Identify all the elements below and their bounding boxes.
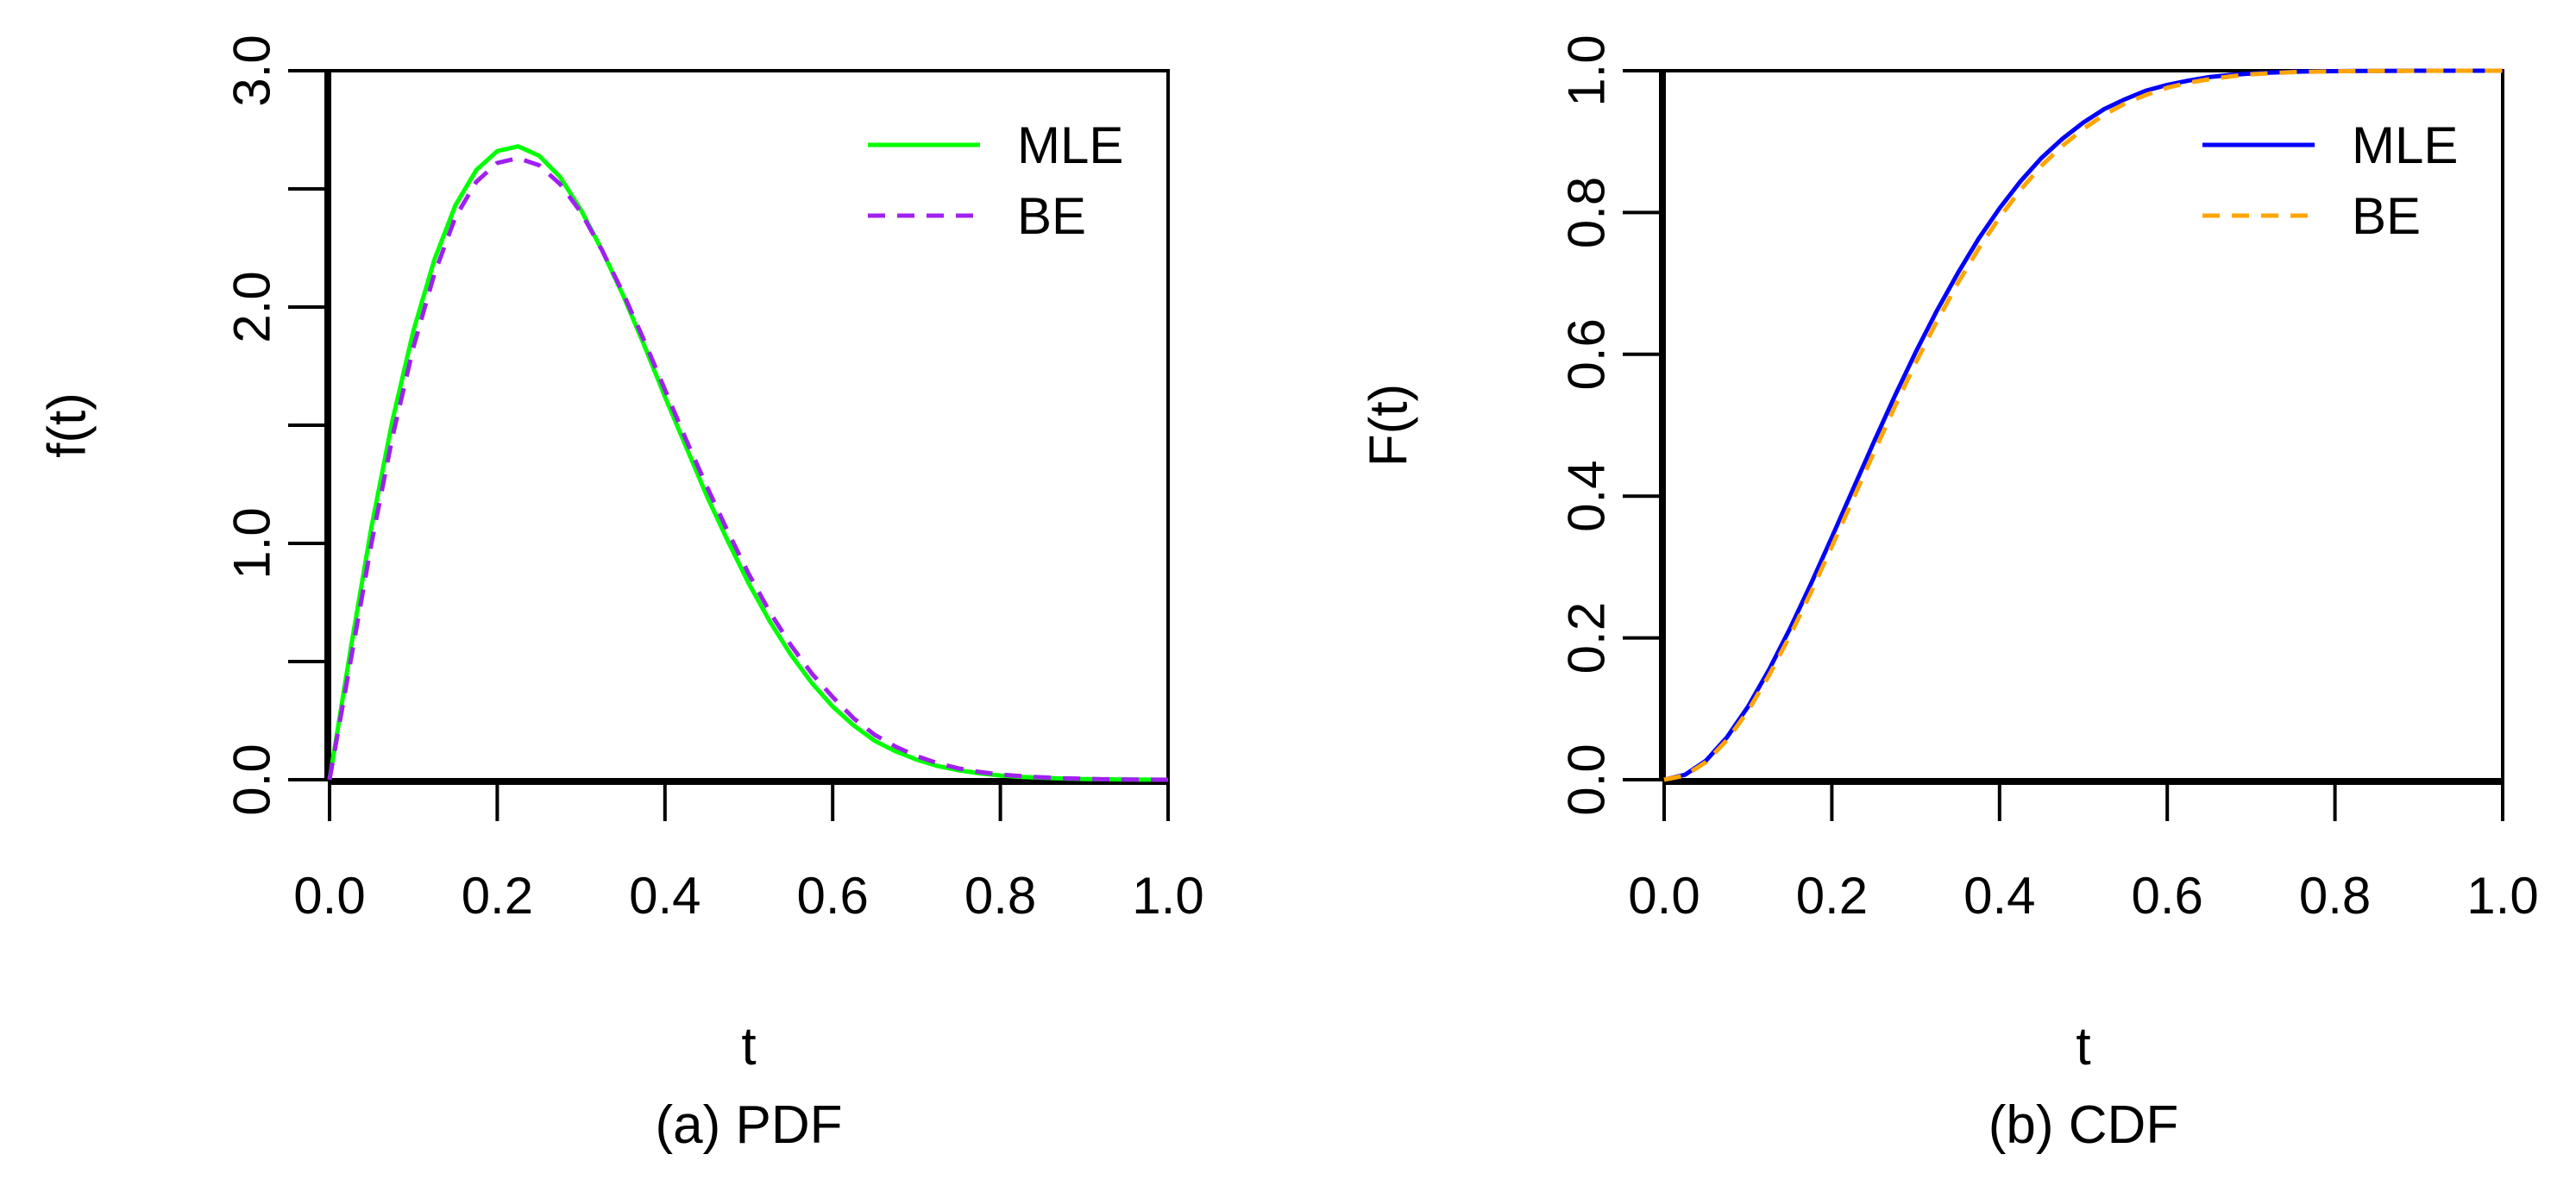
x-tick-label: 1.0 [1132,867,1203,925]
y-axis-label: F(t) [1360,384,1419,467]
series-line-mle [327,144,1169,782]
series-line-be [327,155,1169,782]
plot-frame [1662,69,2504,781]
x-tick-label: 0.4 [629,867,701,925]
x-tick-label: 0.4 [1963,867,2035,925]
y-tick-label: 1.0 [223,507,281,579]
x-tick-label: 0.8 [964,867,1036,925]
series-line-mle [1663,68,2503,782]
legend-label-be: BE [2352,187,2421,245]
chart-caption: (a) PDF [656,1095,843,1155]
x-tick-label: 0.6 [2131,867,2202,925]
legend-label-mle: MLE [1017,116,1123,174]
y-tick-label: 0.8 [1558,177,1616,248]
x-axis-label: t [2076,1017,2090,1076]
y-tick-label: 1.0 [1558,35,1616,106]
legend-label-mle: MLE [2352,116,2458,174]
y-tick-label: 3.0 [223,35,281,106]
x-tick-label: 0.8 [2299,867,2371,925]
x-tick-label: 0.0 [1628,867,1700,925]
chart-cdf: 0.0 0.2 0.4 0.6 0.8 1.0 0.0 0.2 0.4 0.6 0.8 1.0 t F(t… [1360,35,2539,1155]
x-tick-label: 1.0 [2466,867,2538,925]
y-tick-label: 0.0 [1558,743,1616,815]
y-axis-label: f(t) [38,392,97,458]
y-tick-label: 0.6 [1558,318,1616,390]
y-tick-label: 0.0 [223,743,281,815]
x-tick-label: 0.2 [1796,867,1868,925]
legend-label-be: BE [1017,187,1086,245]
x-axis-label: t [741,1017,756,1076]
x-tick-label: 0.2 [462,867,533,925]
y-tick-label: 0.4 [1558,460,1616,531]
chart-pdf: 0.0 0.2 0.4 0.6 0.8 1.0 0.0 1.0 2.0 3.0 t f(t) (a) P… [38,35,1204,1155]
y-tick-label: 2.0 [223,271,281,342]
y-tick-label: 0.2 [1558,602,1616,674]
x-tick-label: 0.6 [796,867,868,925]
chart-caption: (b) CDF [1989,1095,2178,1155]
x-tick-label: 0.0 [293,867,365,925]
